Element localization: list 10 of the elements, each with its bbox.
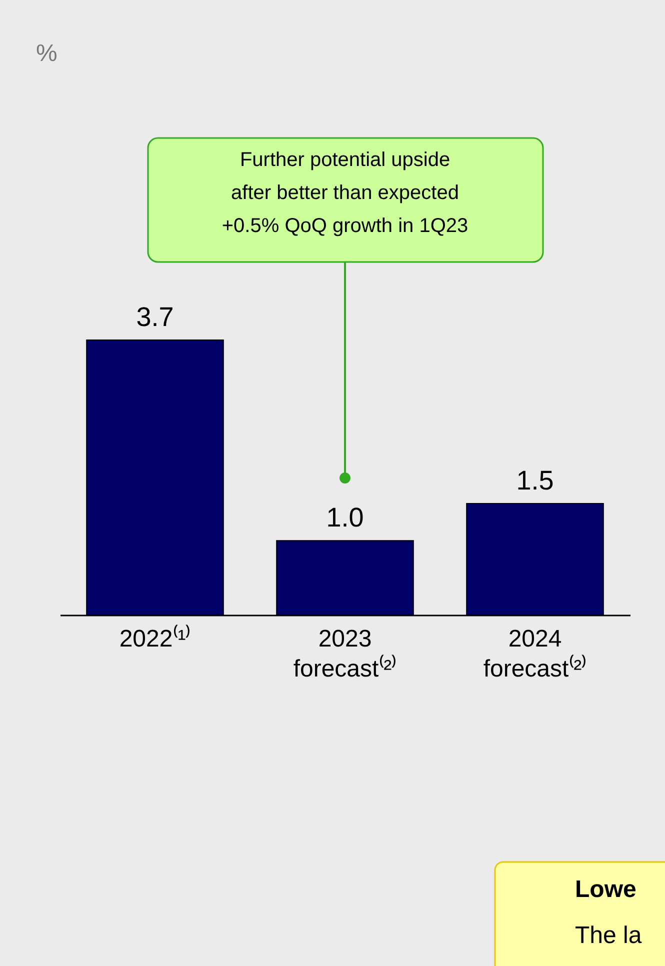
x-tick-label: 2023 forecast⁽²⁾: [293, 626, 397, 682]
text: Lowe: [575, 876, 636, 903]
text: The la: [575, 922, 642, 949]
data-label: 3.7: [136, 302, 174, 332]
x-tick-label: 2022⁽¹⁾: [119, 624, 191, 652]
text: Further potential upside after better than expected +0.5% QoQ growth in 1Q23: [222, 149, 468, 237]
data-label: 1.0: [326, 502, 364, 533]
data-label: 1.5: [516, 466, 554, 496]
x-tick-label: 2024 forecast⁽²⁾: [483, 626, 587, 682]
text: %: [36, 40, 58, 67]
